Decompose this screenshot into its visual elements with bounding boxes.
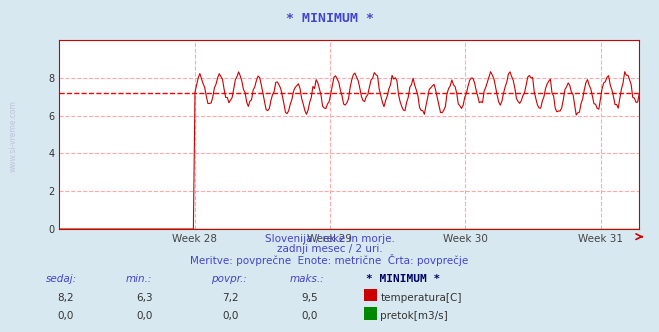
Text: 0,0: 0,0 [137, 311, 153, 321]
Text: sedaj:: sedaj: [46, 274, 77, 284]
Text: * MINIMUM *: * MINIMUM * [285, 12, 374, 25]
Text: 0,0: 0,0 [58, 311, 74, 321]
Text: 9,5: 9,5 [301, 293, 318, 303]
Text: * MINIMUM *: * MINIMUM * [366, 274, 440, 284]
Text: Meritve: povprečne  Enote: metrične  Črta: povprečje: Meritve: povprečne Enote: metrične Črta:… [190, 254, 469, 266]
Text: temperatura[C]: temperatura[C] [380, 293, 462, 303]
Text: www.si-vreme.com: www.si-vreme.com [9, 100, 18, 172]
Text: Slovenija / reke in morje.: Slovenija / reke in morje. [264, 234, 395, 244]
Bar [364, 289, 377, 301]
Bar [364, 307, 377, 320]
Text: zadnji mesec / 2 uri.: zadnji mesec / 2 uri. [277, 244, 382, 254]
Text: 0,0: 0,0 [302, 311, 318, 321]
Text: maks.:: maks.: [290, 274, 325, 284]
Text: min.:: min.: [125, 274, 152, 284]
Text: pretok[m3/s]: pretok[m3/s] [380, 311, 448, 321]
Text: 7,2: 7,2 [222, 293, 239, 303]
Text: 0,0: 0,0 [223, 311, 239, 321]
Text: povpr.:: povpr.: [211, 274, 246, 284]
Text: 6,3: 6,3 [136, 293, 154, 303]
Text: 8,2: 8,2 [57, 293, 74, 303]
